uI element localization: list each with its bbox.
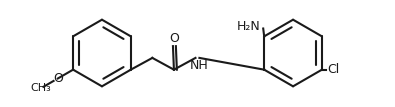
Text: O: O — [53, 72, 63, 85]
Text: Cl: Cl — [327, 63, 339, 76]
Text: CH₃: CH₃ — [30, 83, 51, 93]
Text: H₂N: H₂N — [237, 20, 260, 33]
Text: NH: NH — [190, 59, 209, 72]
Text: O: O — [169, 32, 179, 45]
